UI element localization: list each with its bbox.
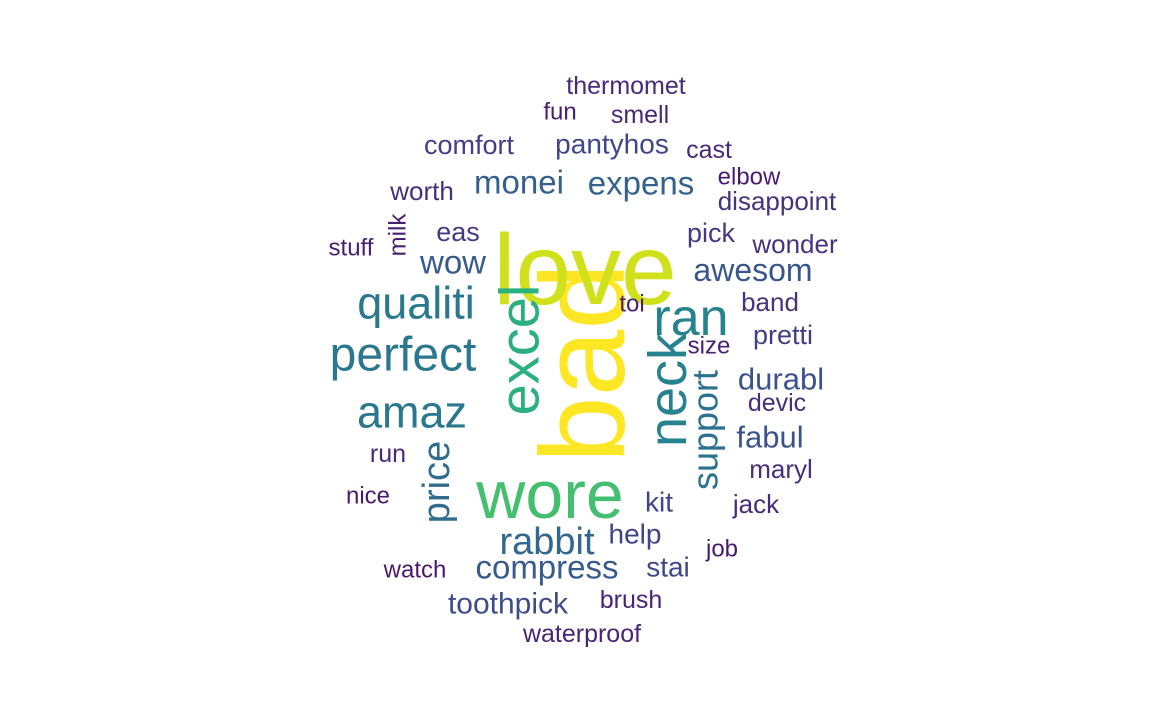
- word-fun: fun: [543, 99, 576, 126]
- word-love: love: [493, 214, 676, 326]
- word-perfect: perfect: [330, 329, 477, 382]
- word-wow: wow: [419, 244, 486, 281]
- word-price: price: [416, 441, 458, 523]
- word-excel: excel: [488, 285, 551, 416]
- word-monei: monei: [474, 164, 564, 201]
- word-ran: ran: [653, 289, 728, 347]
- word-awesom: awesom: [693, 252, 812, 288]
- word-size: size: [688, 333, 731, 360]
- word-toothpick: toothpick: [448, 588, 569, 621]
- word-amaz: amaz: [357, 387, 467, 438]
- word-brush: brush: [600, 586, 663, 614]
- word-nice: nice: [346, 483, 390, 510]
- word-pretti: pretti: [753, 320, 813, 350]
- word-expens: expens: [588, 165, 694, 202]
- word-stuff: stuff: [329, 235, 374, 262]
- word-devic: devic: [748, 389, 806, 417]
- word-disappoint: disappoint: [718, 186, 837, 216]
- word-rabbit: rabbit: [499, 521, 594, 563]
- word-neck: neck: [638, 332, 698, 447]
- word-pantyhos: pantyhos: [555, 129, 669, 160]
- word-compress: compress: [475, 549, 618, 586]
- word-jack: jack: [732, 489, 780, 519]
- word-worth: worth: [389, 176, 454, 206]
- word-support: support: [685, 370, 726, 490]
- word-waterproof: waterproof: [522, 620, 641, 648]
- word-toi: toi: [619, 291, 644, 318]
- word-run: run: [370, 440, 406, 468]
- word-pick: pick: [687, 218, 736, 248]
- word-help: help: [609, 519, 662, 550]
- word-milk: milk: [385, 213, 412, 257]
- word-wonder: wonder: [751, 229, 838, 259]
- word-kit: kit: [645, 487, 673, 518]
- word-watch: watch: [383, 557, 447, 584]
- word-elbow: elbow: [718, 164, 781, 191]
- word-thermomet: thermomet: [566, 72, 686, 100]
- word-qualiti: qualiti: [357, 278, 475, 329]
- word-maryl: maryl: [749, 454, 813, 484]
- word-stai: stai: [646, 552, 690, 583]
- word-fabul: fabul: [736, 420, 803, 455]
- word-band: band: [741, 287, 799, 317]
- word-cast: cast: [686, 136, 732, 164]
- word-comfort: comfort: [424, 130, 515, 160]
- word-durabl: durabl: [738, 362, 824, 397]
- word-wore: wore: [475, 457, 623, 533]
- word-eas: eas: [436, 217, 480, 247]
- word-smell: smell: [611, 101, 669, 129]
- word-bad: bad: [516, 263, 650, 463]
- word-job: job: [705, 536, 738, 563]
